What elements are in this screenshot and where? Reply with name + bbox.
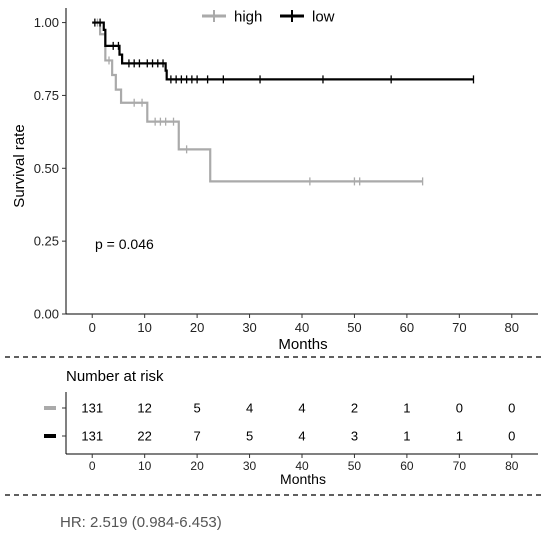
risk-x-tick-label: 50 (348, 459, 362, 473)
p-value-label: p = 0.046 (95, 236, 154, 252)
y-tick-label: 0.00 (34, 307, 59, 322)
y-tick-label: 0.75 (34, 88, 59, 103)
risk-count: 0 (508, 401, 515, 416)
risk-count: 1 (456, 429, 463, 444)
risk-count: 22 (137, 429, 151, 444)
risk-x-tick-label: 60 (400, 459, 414, 473)
risk-count: 7 (193, 429, 200, 444)
plot-axes: 0.00 0.25 0.50 0.75 1.00 0 10 20 30 40 50 60 70 80 (34, 8, 538, 335)
risk-x-tick-label: 80 (505, 459, 519, 473)
risk-count: 4 (298, 401, 305, 416)
risk-count: 0 (456, 401, 463, 416)
x-tick-label: 70 (452, 320, 466, 335)
x-tick-label: 0 (89, 320, 96, 335)
x-tick-label: 10 (137, 320, 151, 335)
x-tick-label: 50 (347, 320, 361, 335)
x-axis-title: Months (278, 336, 327, 353)
legend-label-low: low (312, 9, 335, 26)
plot-curves (92, 18, 475, 186)
x-tick-label: 20 (190, 320, 204, 335)
risk-x-tick-label: 10 (138, 459, 152, 473)
risk-count: 1 (403, 429, 410, 444)
x-tick-label: 80 (505, 320, 519, 335)
risk-count: 131 (81, 429, 103, 444)
risk-x-tick-label: 0 (89, 459, 96, 473)
risk-count: 4 (298, 429, 305, 444)
risk-count: 4 (246, 401, 253, 416)
risk-count: 2 (351, 401, 358, 416)
legend-label-high: high (234, 9, 262, 26)
x-tick-label: 40 (295, 320, 309, 335)
x-tick-label: 60 (400, 320, 414, 335)
risk-x-tick-label: 70 (453, 459, 467, 473)
risk-count: 0 (508, 429, 515, 444)
hazard-ratio-label: HR: 2.519 (0.984-6.453) (60, 514, 222, 531)
risk-x-tick-label: 40 (295, 459, 309, 473)
risk-count: 131 (81, 401, 103, 416)
y-tick-label: 0.50 (34, 161, 59, 176)
risk-count: 12 (137, 401, 151, 416)
y-tick-label: 1.00 (34, 15, 59, 30)
risk-count: 5 (193, 401, 200, 416)
risk-count: 3 (351, 429, 358, 444)
risk-table-title: Number at risk (66, 368, 164, 385)
legend: high low (202, 9, 335, 26)
risk-count: 5 (246, 429, 253, 444)
risk-x-tick-label: 30 (243, 459, 257, 473)
y-tick-label: 0.25 (34, 234, 59, 249)
x-tick-label: 30 (242, 320, 256, 335)
y-axis-title: Survival rate (11, 124, 28, 207)
risk-x-axis-title: Months (280, 471, 326, 487)
risk-x-tick-label: 20 (190, 459, 204, 473)
risk-count: 1 (403, 401, 410, 416)
survival-curve-low (92, 21, 474, 81)
